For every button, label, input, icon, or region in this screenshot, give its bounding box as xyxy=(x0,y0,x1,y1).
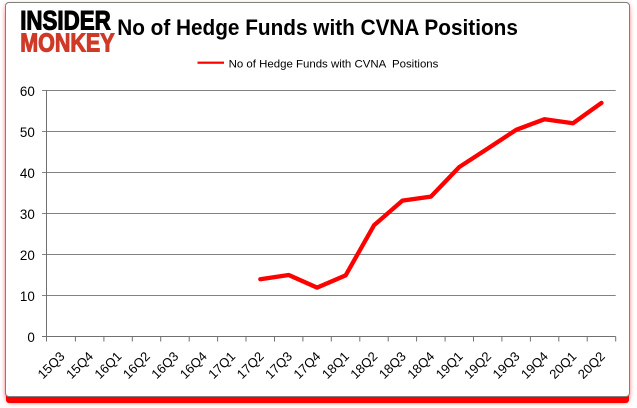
svg-text:INSIDER: INSIDER xyxy=(20,7,111,36)
svg-text:16Q3: 16Q3 xyxy=(148,349,181,382)
svg-text:40: 40 xyxy=(20,166,35,181)
svg-text:17Q3: 17Q3 xyxy=(262,349,295,382)
svg-text:20Q2: 20Q2 xyxy=(575,349,608,382)
svg-text:16Q4: 16Q4 xyxy=(177,349,210,382)
svg-text:MONKEY: MONKEY xyxy=(20,30,115,58)
svg-text:50: 50 xyxy=(20,125,35,140)
svg-text:18Q1: 18Q1 xyxy=(319,349,352,382)
svg-text:0: 0 xyxy=(27,330,34,345)
svg-text:19Q4: 19Q4 xyxy=(518,349,551,382)
svg-text:16Q1: 16Q1 xyxy=(91,349,124,382)
svg-text:No of Hedge Funds with CVNA Po: No of Hedge Funds with CVNA Positions xyxy=(117,14,518,40)
svg-text:17Q2: 17Q2 xyxy=(234,349,267,382)
svg-text:17Q1: 17Q1 xyxy=(205,349,238,382)
svg-text:15Q3: 15Q3 xyxy=(35,349,68,382)
svg-text:18Q3: 18Q3 xyxy=(376,349,409,382)
svg-text:60: 60 xyxy=(20,84,35,99)
svg-text:18Q2: 18Q2 xyxy=(347,349,380,382)
svg-text:18Q4: 18Q4 xyxy=(404,349,437,382)
svg-text:No of Hedge Funds with CVNA P: No of Hedge Funds with CVNA Positions xyxy=(229,59,439,71)
svg-text:19Q2: 19Q2 xyxy=(461,349,494,382)
svg-text:20: 20 xyxy=(20,248,35,263)
svg-text:15Q4: 15Q4 xyxy=(63,349,96,382)
svg-text:20Q1: 20Q1 xyxy=(546,349,579,382)
svg-text:19Q3: 19Q3 xyxy=(490,349,523,382)
svg-text:30: 30 xyxy=(20,207,35,222)
svg-text:10: 10 xyxy=(20,289,35,304)
svg-text:17Q4: 17Q4 xyxy=(290,349,323,382)
svg-text:19Q1: 19Q1 xyxy=(433,349,466,382)
svg-text:16Q2: 16Q2 xyxy=(120,349,153,382)
